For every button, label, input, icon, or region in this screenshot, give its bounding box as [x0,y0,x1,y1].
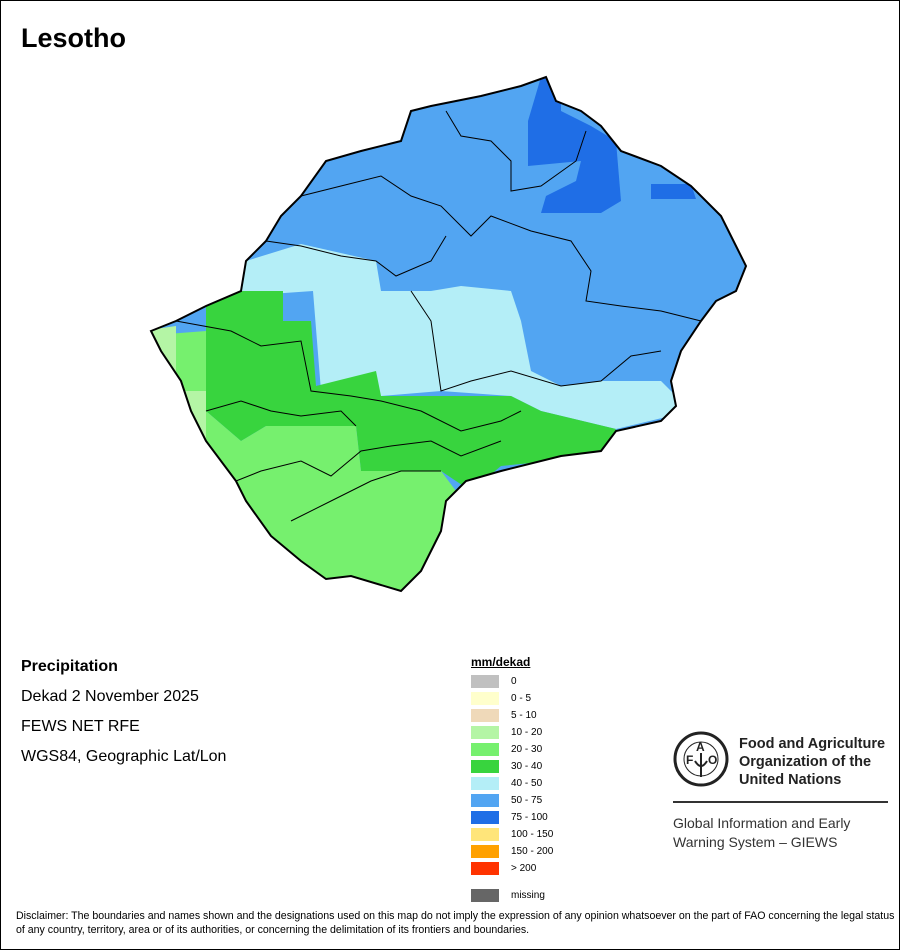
giews-line: Warning System – GIEWS [673,834,838,850]
legend-swatch [471,862,499,875]
legend-label: 0 [511,676,517,687]
fao-logo: F A O Food and Agriculture Organization … [673,731,889,850]
legend-label: missing [511,890,545,901]
legend-item-missing: missing [471,887,553,904]
country-border [149,75,748,593]
org-name-line: United Nations [739,772,842,788]
legend-label: 0 - 5 [511,693,532,704]
logo-divider [673,801,888,803]
zone-75-100-east [651,184,696,199]
legend-swatch [471,889,499,902]
legend-label: 150 - 200 [511,846,554,857]
legend-item: 10 - 20 [471,724,553,741]
legend-label: 5 - 10 [511,710,537,721]
legend-label: 100 - 150 [511,829,554,840]
legend-item: 0 - 5 [471,690,553,707]
map-title: Lesotho [21,23,126,53]
giews-line: Global Information and Early [673,815,851,831]
legend-label: 30 - 40 [511,761,543,772]
org-name-line: Food and Agriculture [739,736,886,752]
legend-title: mm/dekad [471,655,531,669]
district-borders [175,110,702,522]
legend-item: 100 - 150 [471,826,553,843]
legend-swatch [471,709,499,722]
legend-swatch [471,726,499,739]
legend-swatch [471,811,499,824]
legend-swatch [471,692,499,705]
legend-item: 30 - 40 [471,758,553,775]
variable-label: Precipitation [21,658,118,675]
source-label: FEWS NET RFE [21,718,140,735]
map-info: Precipitation Dekad 2 November 2025 FEWS… [21,658,226,778]
legend-item: 0 [471,673,553,690]
legend-item: 20 - 30 [471,741,553,758]
legend-label: 20 - 30 [511,744,543,755]
legend-item: > 200 [471,860,553,877]
legend-label: > 200 [511,863,537,874]
legend-swatch [471,760,499,773]
legend-item: 40 - 50 [471,775,553,792]
zone-30-40 [206,291,616,491]
legend-swatch [471,675,499,688]
legend-swatch [471,845,499,858]
legend-swatch [471,794,499,807]
legend-item: 5 - 10 [471,707,553,724]
svg-text:O: O [708,753,717,767]
legend-item: 150 - 200 [471,843,553,860]
legend-item: 75 - 100 [471,809,553,826]
svg-text:A: A [696,740,705,754]
precipitation-map [149,75,748,593]
disclaimer: Disclaimer: The boundaries and names sho… [16,910,895,936]
zone-75-100 [528,77,621,213]
period-label: Dekad 2 November 2025 [21,688,199,705]
projection-label: WGS84, Geographic Lat/Lon [21,748,227,765]
legend-swatch [471,777,499,790]
legend-label: 10 - 20 [511,727,543,738]
legend-label: 40 - 50 [511,778,543,789]
legend-swatch [471,828,499,841]
fao-emblem-icon: F A O [673,731,729,787]
org-name-line: Organization of the [739,754,872,770]
svg-text:F: F [686,753,693,767]
legend-swatch [471,743,499,756]
legend-label: 50 - 75 [511,795,543,806]
legend-label: 75 - 100 [511,812,548,823]
legend: mm/dekad 0 0 - 5 5 - 10 10 - 20 20 - 30 30 - … [471,655,553,904]
legend-item: 50 - 75 [471,792,553,809]
